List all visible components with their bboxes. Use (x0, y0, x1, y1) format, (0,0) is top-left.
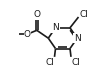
Text: Cl: Cl (72, 58, 80, 67)
Text: O: O (24, 30, 31, 39)
Text: O: O (33, 10, 40, 19)
Text: Cl: Cl (80, 10, 88, 19)
Text: N: N (52, 23, 59, 32)
Text: N: N (74, 34, 81, 43)
Text: Cl: Cl (45, 58, 54, 67)
